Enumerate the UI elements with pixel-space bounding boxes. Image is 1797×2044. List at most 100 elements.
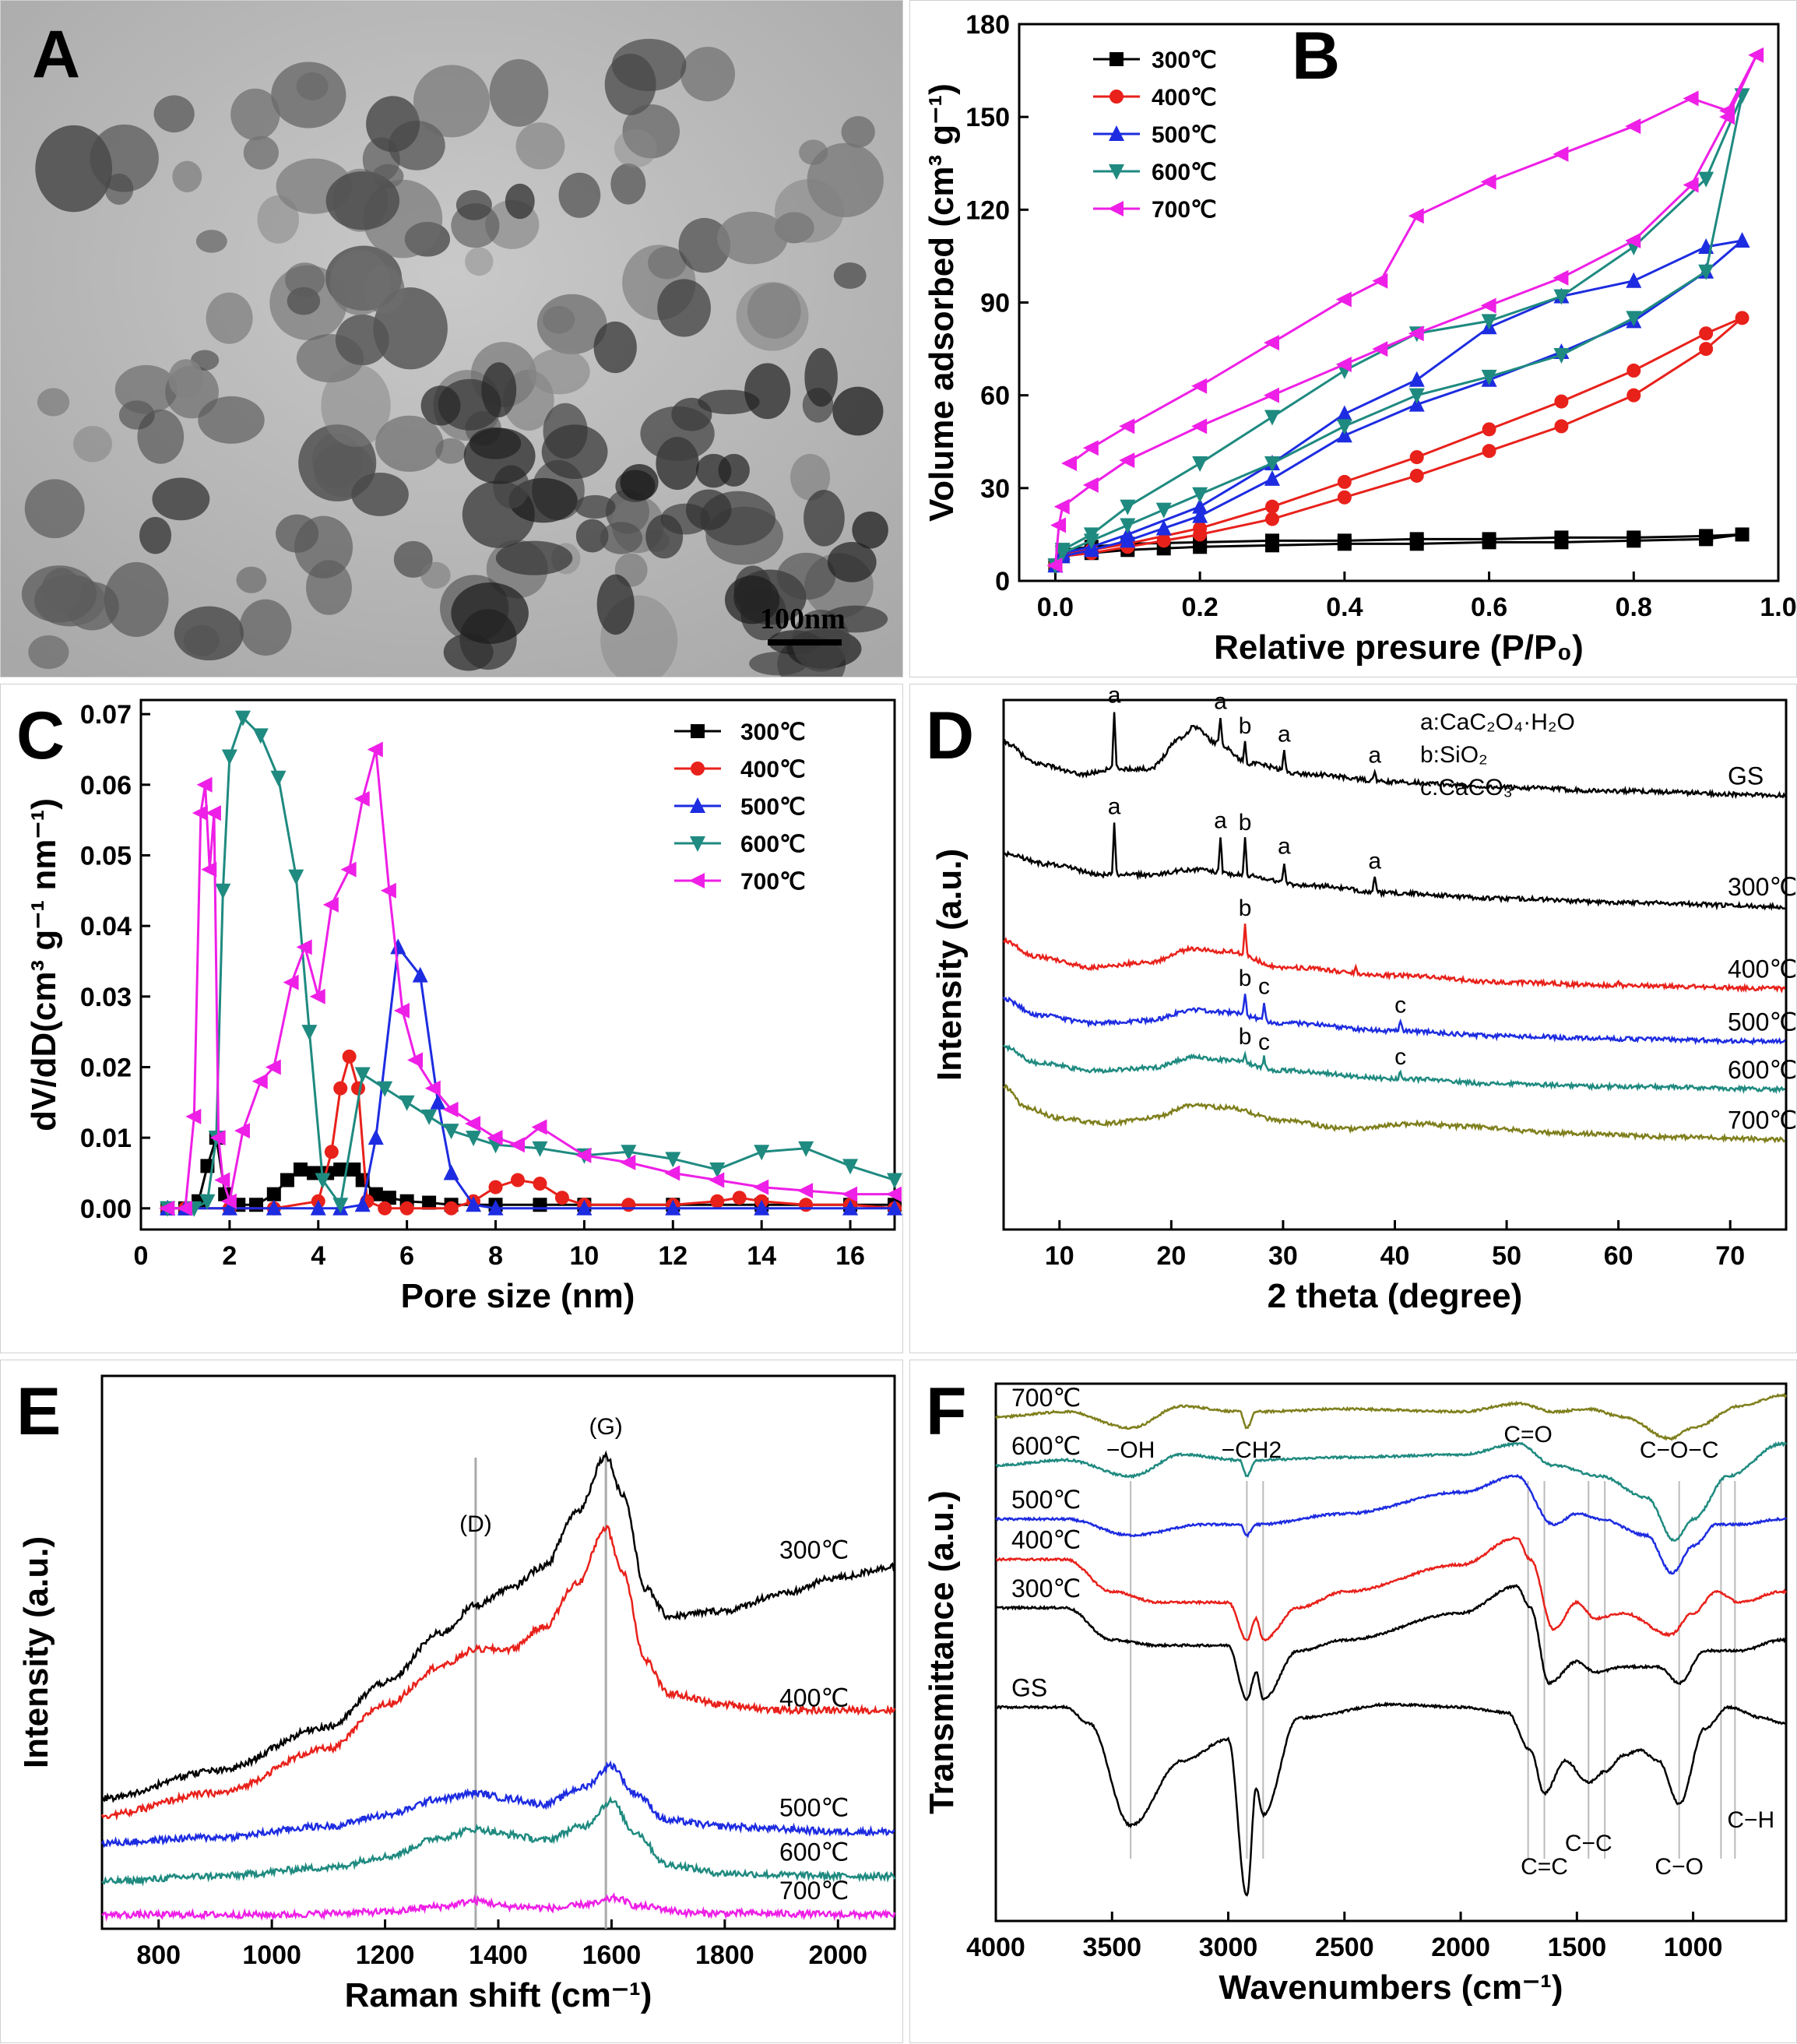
data-point (293, 1162, 308, 1177)
data-point (842, 1199, 859, 1215)
y-tick-label: 0.02 (80, 1053, 132, 1082)
data-point (1265, 533, 1279, 548)
nanoparticle (558, 172, 601, 218)
ftir-trace (995, 1701, 1787, 1897)
data-point (1553, 289, 1570, 305)
data-point (1061, 456, 1077, 472)
peak-label: a (1214, 807, 1227, 833)
raman-trace (100, 1524, 896, 1821)
x-tick-label: 2000 (1431, 1933, 1490, 1962)
axes-frame (100, 1374, 896, 1930)
panel-label-b: B (1292, 19, 1340, 93)
data-point (1625, 118, 1641, 135)
data-point (333, 1081, 348, 1096)
nanoparticle (685, 489, 732, 530)
series-600℃ (1047, 88, 1750, 575)
data-point (159, 1200, 175, 1216)
data-point (754, 1145, 770, 1161)
data-point (1554, 394, 1569, 409)
nanoparticle (744, 363, 791, 420)
panel-c-pore-size-chart: C 0 2 4 6 8 10 12 14 16 Pore size (nm) dV/dD(cm³ g… (0, 684, 903, 1353)
y-tick-label: 0.07 (80, 700, 132, 730)
spectrum-400℃: 400℃ (100, 1524, 896, 1821)
data-point (554, 1191, 569, 1205)
data-point (1050, 517, 1067, 533)
nanoparticle (168, 359, 204, 399)
data-point (1482, 444, 1496, 459)
data-point (1408, 388, 1425, 404)
data-point (378, 1201, 392, 1215)
nanoparticle (37, 388, 70, 417)
legend-label: 300℃ (1152, 47, 1217, 73)
data-point (465, 1116, 481, 1131)
data-point (377, 1081, 393, 1097)
data-point (1191, 378, 1208, 394)
peak-label: (D) (459, 1511, 492, 1537)
series-label: 500℃ (779, 1794, 849, 1822)
peak-label: a (1278, 722, 1291, 748)
nanoparticle (575, 519, 609, 553)
x-tick-label: 6 (399, 1241, 414, 1271)
xrd-trace (1002, 923, 1786, 994)
y-tick-label: 0.04 (80, 912, 132, 941)
data-point (1082, 477, 1099, 493)
raman-plot: E 800 1000 1200 1400 1600 1800 2000 Raman shift… (16, 1374, 896, 2014)
legend-marker (690, 797, 705, 813)
nanoparticle (257, 195, 300, 244)
data-point (842, 1186, 858, 1202)
data-point (1698, 264, 1714, 280)
data-point (215, 883, 231, 899)
nanoparticle (724, 575, 780, 624)
xrd-trace (1002, 1083, 1786, 1144)
data-point (532, 1141, 548, 1157)
raman-trace (100, 1450, 896, 1803)
nanoparticle (680, 47, 736, 102)
data-point (1193, 521, 1208, 536)
data-point (1626, 363, 1641, 378)
nanoparticle (351, 472, 409, 516)
data-point (1748, 47, 1764, 63)
data-point (214, 1172, 230, 1188)
legend-marker (1109, 90, 1124, 104)
data-point (531, 1119, 547, 1135)
data-point (1155, 519, 1172, 536)
data-point (1734, 232, 1750, 248)
y-tick-label: 0.00 (80, 1194, 132, 1224)
peak-label: c (1394, 992, 1406, 1018)
data-point (511, 1173, 525, 1187)
nanoparticle (230, 88, 280, 141)
data-point (399, 1095, 415, 1111)
series-label: GS (1728, 762, 1764, 790)
nanoparticle (152, 477, 210, 521)
raman-trace (101, 1796, 896, 1887)
data-point (332, 1198, 349, 1214)
data-point (209, 1130, 226, 1146)
nanoparticle (804, 347, 838, 407)
series-400℃ (1048, 311, 1750, 573)
series-label: 700℃ (779, 1877, 849, 1905)
nanoparticle (774, 178, 844, 243)
data-point (333, 1162, 348, 1177)
legend-label: 600℃ (740, 832, 806, 857)
legend-label: 700℃ (740, 869, 806, 895)
nanoparticle (28, 635, 69, 670)
legend-marker (1109, 52, 1124, 66)
nanoparticle (736, 282, 809, 351)
legend-label: 700℃ (1152, 197, 1217, 223)
data-point (1264, 387, 1279, 403)
x-axis-title: Pore size (nm) (401, 1277, 635, 1315)
peak-label: c (1258, 1029, 1270, 1055)
data-point (309, 988, 325, 1004)
data-point (1120, 499, 1136, 515)
series-label: 300℃ (779, 1536, 849, 1564)
nanoparticle (243, 135, 279, 170)
series-700℃ (1046, 47, 1764, 574)
data-point (1625, 233, 1641, 249)
y-axis-title: Transmittance (a.u.) (923, 1490, 961, 1814)
nanoparticle (799, 139, 828, 165)
panel-f-ftir-chart: F 4000 3500 3000 2500 2000 1500 1000 Wavenumber… (909, 1360, 1797, 2043)
nanoparticle (172, 160, 202, 192)
data-point (1699, 342, 1714, 357)
peak-label: a (1108, 793, 1121, 819)
